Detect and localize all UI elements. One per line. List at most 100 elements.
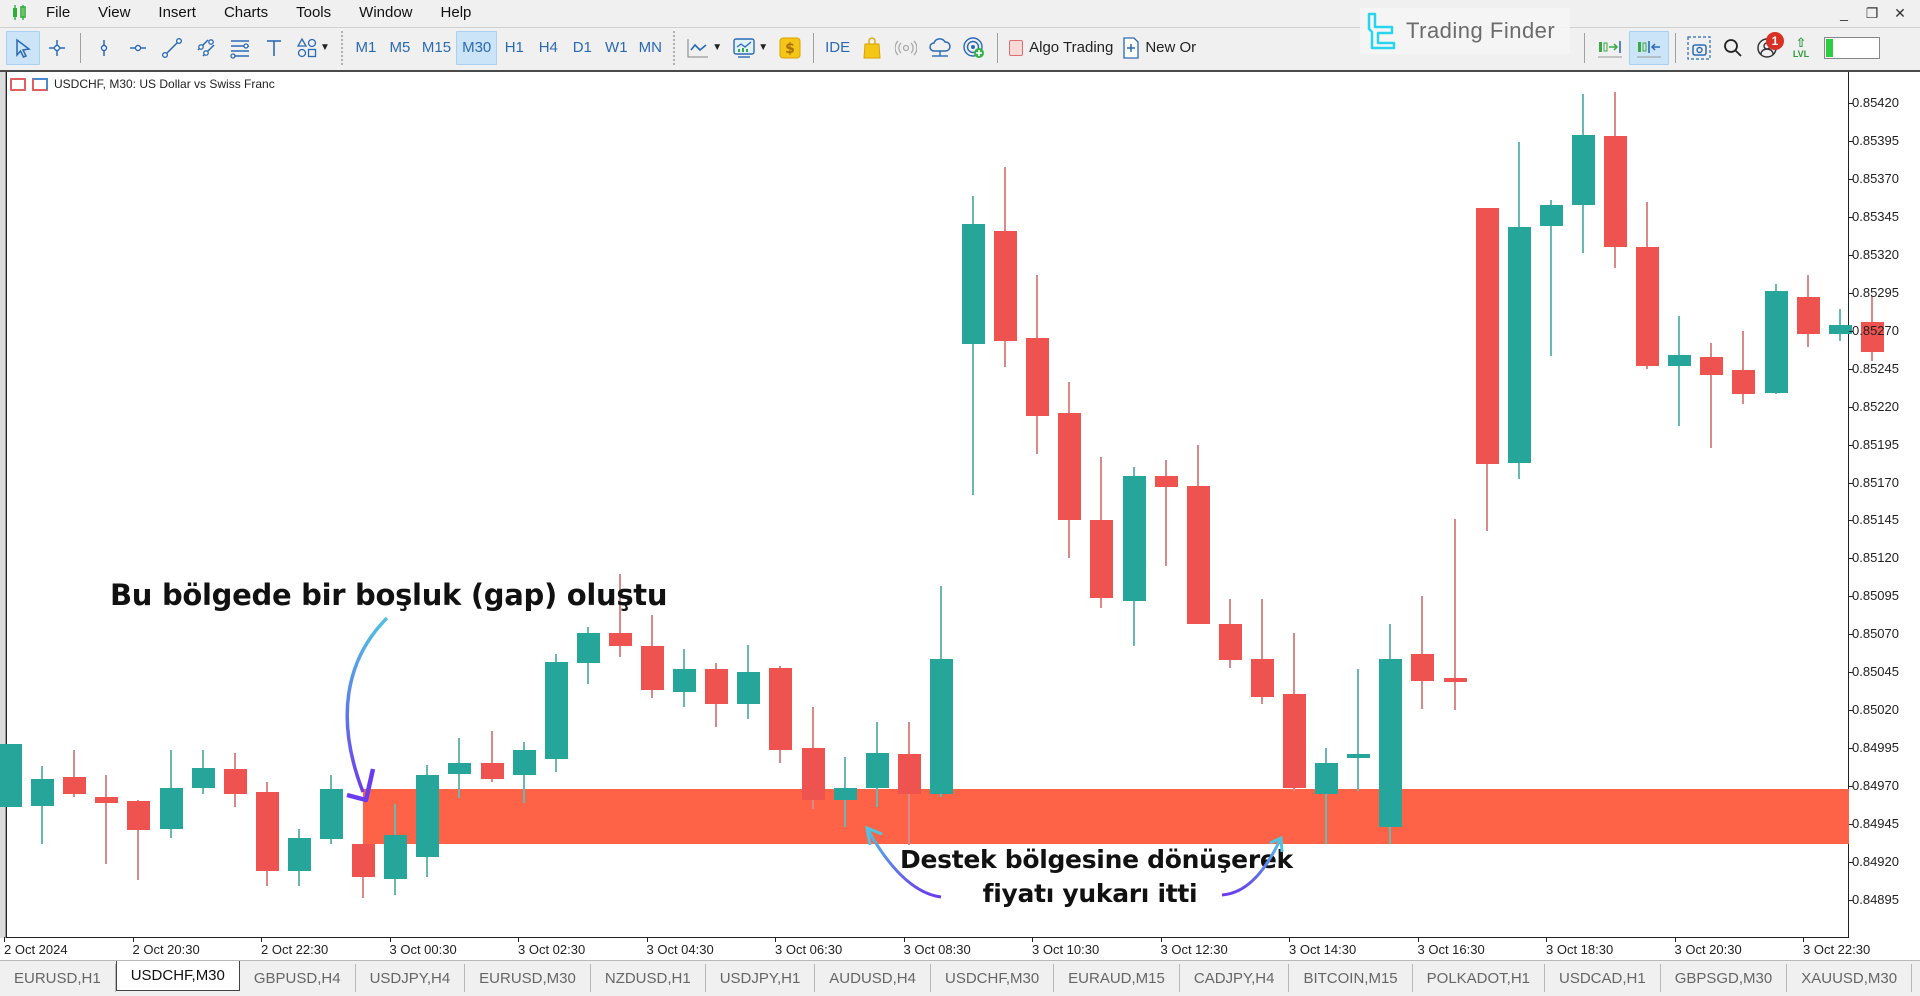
chart-tab[interactable]: EURUSD,H1 xyxy=(0,964,116,992)
price-axis-label: 0.85295 xyxy=(1852,284,1899,300)
chart-tab[interactable]: GBPUSD,H4 xyxy=(240,964,356,992)
timeframe-h4[interactable]: H4 xyxy=(538,39,558,56)
algo-trading-button[interactable]: Algo Trading xyxy=(1004,31,1118,65)
level-button[interactable]: ⇧ LVL xyxy=(1784,31,1818,65)
shapes-icon xyxy=(296,37,317,57)
add-signal-button[interactable] xyxy=(957,31,991,65)
svg-text:$: $ xyxy=(785,41,795,57)
price-axis-tick xyxy=(1849,672,1853,674)
chart-shift-button[interactable] xyxy=(1591,31,1629,65)
account-button[interactable]: 1 xyxy=(1750,31,1784,65)
candle-body xyxy=(1411,654,1435,682)
chart-left-border xyxy=(0,72,6,938)
vertical-line-tool-button[interactable] xyxy=(87,31,121,65)
signals-button[interactable] xyxy=(889,31,923,65)
toolbar-grip[interactable] xyxy=(340,30,343,65)
chart-tab[interactable]: GBPSGD,M30 xyxy=(1661,964,1788,992)
candle-body xyxy=(865,752,889,788)
ide-button[interactable]: IDE xyxy=(825,39,851,56)
price-axis-label: 0.85020 xyxy=(1852,702,1899,718)
fibonacci-tool-button[interactable] xyxy=(223,31,257,65)
chart-tab[interactable]: EURAUD,M15 xyxy=(1054,964,1180,992)
chart-title-bar: USDCHF, M30: US Dollar vs Swiss Franc xyxy=(10,77,275,91)
chart-tab[interactable]: USDCHF,M30 xyxy=(931,964,1055,992)
candle-body xyxy=(801,748,825,800)
chart-tab[interactable]: BITCOIN,M15 xyxy=(1289,964,1413,992)
time-axis-tick xyxy=(518,937,519,942)
price-axis-label: 0.85345 xyxy=(1852,208,1899,224)
chart-tab[interactable]: EURUSD,M30 xyxy=(465,964,591,992)
search-button[interactable] xyxy=(1716,31,1750,65)
menu-help[interactable]: Help xyxy=(440,4,472,21)
shop-button[interactable] xyxy=(855,31,889,65)
candle-body xyxy=(1283,693,1306,788)
menu-view[interactable]: View xyxy=(98,4,131,21)
chart-tab[interactable]: AUDUSD,H4 xyxy=(815,964,931,992)
toolbar-separator xyxy=(1584,33,1585,63)
timeframe-m30[interactable]: M30 xyxy=(456,30,498,65)
price-axis-label: 0.85395 xyxy=(1852,132,1899,148)
chart-tab[interactable]: USDCAD,H1 xyxy=(1545,964,1661,992)
window-controls: _ ❐ ✕ xyxy=(1830,0,1914,26)
menu-insert[interactable]: Insert xyxy=(158,4,196,21)
toolbar-grip[interactable] xyxy=(673,30,676,65)
minimize-button[interactable]: _ xyxy=(1840,5,1848,21)
search-icon xyxy=(1724,39,1742,57)
chart-tab[interactable]: USDJPY,H1 xyxy=(706,964,816,992)
chart-tab[interactable]: CADJPY,H4 xyxy=(1180,964,1290,992)
candle-wick xyxy=(1357,669,1360,791)
candle-body xyxy=(31,778,55,806)
timeframe-m15[interactable]: M15 xyxy=(421,39,452,56)
menu-tools[interactable]: Tools xyxy=(296,4,332,21)
restore-button[interactable]: ❐ xyxy=(1865,4,1879,21)
horizontal-line-tool-button[interactable] xyxy=(121,31,155,65)
time-axis-label: 3 Oct 04:30 xyxy=(646,942,714,957)
cursor-tool-button[interactable] xyxy=(6,30,40,65)
autoscroll-button[interactable] xyxy=(1629,31,1669,65)
chart-tab[interactable]: XAUUSD,M30 xyxy=(1787,964,1913,992)
text-tool-button[interactable] xyxy=(257,31,291,65)
candle-body xyxy=(576,632,600,664)
gap-support-zone[interactable] xyxy=(363,789,1849,844)
shapes-tool-button[interactable]: ▼ xyxy=(291,31,335,65)
market-button[interactable]: $ xyxy=(773,31,807,65)
toolbar-separator xyxy=(997,32,999,63)
chart-tab[interactable]: USDCHF,M30 xyxy=(115,961,240,991)
time-axis-label: 3 Oct 02:30 xyxy=(518,942,586,957)
menu-file[interactable]: File xyxy=(46,4,71,21)
chart-tab[interactable]: USDJPY,H4 xyxy=(356,964,466,992)
trendline-tool-button[interactable] xyxy=(155,31,189,65)
vps-button[interactable] xyxy=(923,31,957,65)
chart-tab[interactable]: ETHE xyxy=(1912,964,1920,992)
timeframe-mn[interactable]: MN xyxy=(638,39,662,56)
candle-body xyxy=(255,792,279,872)
new-order-button[interactable]: New Or xyxy=(1118,31,1201,65)
screenshot-button[interactable] xyxy=(1682,31,1716,65)
candle-body xyxy=(1186,485,1210,624)
price-axis-label: 0.85370 xyxy=(1852,170,1899,186)
candle-body xyxy=(641,646,664,691)
timeframe-w1[interactable]: W1 xyxy=(605,39,628,56)
candle-wick xyxy=(1260,599,1263,705)
timeframe-m5[interactable]: M5 xyxy=(389,39,411,56)
timeframe-h1[interactable]: H1 xyxy=(504,39,524,56)
menu-charts[interactable]: Charts xyxy=(223,4,269,21)
chart-tab[interactable]: NZDUSD,H1 xyxy=(591,964,706,992)
chart-type-button[interactable]: ▼ xyxy=(681,31,727,65)
candle-body xyxy=(673,669,697,692)
time-axis-label: 3 Oct 14:30 xyxy=(1289,942,1357,957)
candle-wick xyxy=(1710,342,1713,448)
close-button[interactable]: ✕ xyxy=(1894,4,1906,21)
candle-body xyxy=(1347,754,1371,759)
candle-body xyxy=(1379,658,1403,828)
menu-window[interactable]: Window xyxy=(359,4,413,21)
timeframe-d1[interactable]: D1 xyxy=(572,39,592,56)
price-axis-label: 0.85095 xyxy=(1852,588,1899,604)
crosshair-tool-button[interactable] xyxy=(40,31,74,65)
indicators-button[interactable]: ▼ xyxy=(727,31,773,65)
channel-tool-button[interactable] xyxy=(189,31,223,65)
candle-body xyxy=(63,776,87,794)
timeframe-m1[interactable]: M1 xyxy=(355,39,377,56)
chart-tab[interactable]: POLKADOT,H1 xyxy=(1413,964,1546,992)
chart-tabs-bar: EURUSD,H1 USDCHF,M30 GBPUSD,H4 USDJPY,H4 EUR… xyxy=(0,960,1920,996)
